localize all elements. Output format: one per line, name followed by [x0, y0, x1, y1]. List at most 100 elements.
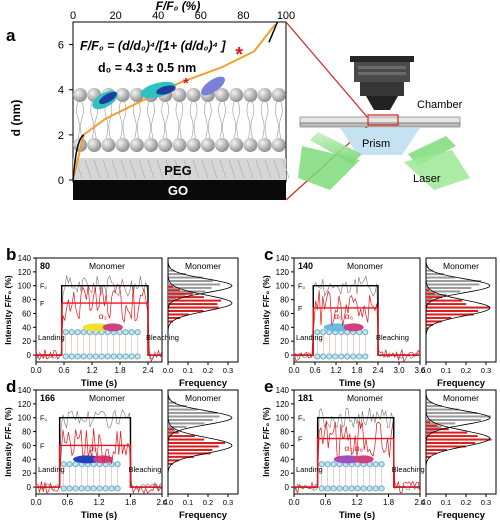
x-tick-label: 0.6 [58, 366, 70, 375]
hist-title: Monomer [185, 261, 221, 271]
hist-tick-label: 0.3 [481, 366, 491, 375]
hist-title: Monomer [443, 261, 479, 271]
hist-bar-f0 [168, 422, 205, 425]
hist-tick-label: 0.1 [441, 498, 451, 507]
hist-bar-f [426, 327, 429, 330]
hist-tick-label: 0.2 [203, 366, 213, 375]
helix-label: α₇ [89, 443, 97, 453]
equation: F/F₀ = (d/d₀)⁴/[1+ (d/d₀)⁴ ] [80, 39, 226, 53]
hist-bar-f [426, 452, 437, 455]
hist-title: Monomer [443, 393, 479, 403]
x-tick-label: 0.0 [30, 498, 42, 507]
panel-d-chart: 0 20 40 60 80 100 120 140 0.0 0.6 1.2 1.8 2.4 Time (s… [3, 386, 239, 521]
f0-marker: F₀ [298, 416, 305, 423]
f0-marker: F₀ [40, 284, 47, 291]
star-marker: * [235, 44, 243, 66]
d0-value: d₀ = 4.3 ± 0.5 nm [98, 61, 196, 75]
gauss-fit-f [425, 390, 491, 494]
hist-bar-f0 [168, 266, 171, 269]
hist-bar-f [168, 303, 218, 306]
hist-bar-f [426, 438, 492, 441]
top-tick-label: 40 [152, 10, 164, 22]
hist-tick-label: 0.0 [163, 366, 173, 375]
hist-bar-f0 [168, 405, 187, 408]
x-tick-label: 3.6 [414, 366, 426, 375]
hist-bar-f [168, 448, 213, 451]
x-tick-label: 2.4 [414, 498, 426, 507]
hist-bar-f [426, 316, 452, 319]
f-step-fit [36, 444, 162, 488]
x-tick-label: 1.2 [351, 498, 363, 507]
hist-bar-f0 [168, 432, 171, 435]
helix-icon [323, 323, 352, 332]
gauss-fit-f [425, 258, 491, 362]
hist-bar-f0 [426, 405, 443, 408]
hist-bar-f0 [168, 425, 187, 428]
membrane-cartoon-icon [62, 323, 141, 360]
hist-bar-f [168, 316, 181, 319]
chamber-label: Chamber [417, 99, 463, 111]
trace-title: Monomer [89, 393, 125, 403]
panel-b-chart: 0 20 40 60 80 100 120 140 0.0 0.6 1.2 1.8 2.4 Time (s… [3, 254, 239, 389]
x-tick-label: 2.4 [372, 366, 384, 375]
y-tick-label: 0 [27, 483, 32, 492]
bleaching-label: Bleaching [146, 333, 179, 342]
x-tick-label: 1.8 [125, 498, 137, 507]
y-tick-label: 80 [22, 296, 31, 305]
helix-label: α₃ [99, 311, 107, 321]
hist-bar-f [426, 424, 438, 427]
hist-bar-f0 [426, 290, 461, 293]
y-tick-label: 0 [285, 483, 290, 492]
y-tick-label: 40 [22, 455, 31, 464]
y-tick-label: 120 [18, 400, 32, 409]
hist-tick-label: 0.0 [421, 498, 431, 507]
top-axis-label: F/F₀ (%) [156, 0, 201, 13]
hist-bar-f [168, 285, 174, 288]
y-tick-label: 120 [276, 268, 290, 277]
residue-number: 140 [298, 261, 313, 271]
f-trace [293, 420, 421, 495]
hist-bar-f [426, 296, 443, 299]
hist-bar-f0 [426, 273, 445, 276]
x-tick-label: 2.4 [142, 366, 154, 375]
go-label: GO [168, 183, 188, 198]
hist-bar-f [426, 455, 431, 458]
y-axis-label: Intensity F/F₀ (%) [3, 407, 13, 477]
x-tick-label: 0.0 [288, 498, 300, 507]
hist-bar-f [168, 428, 174, 431]
membrane-cartoon-icon [318, 455, 385, 492]
hist-bar-f0 [426, 412, 478, 415]
panel-d: d 0 20 40 60 80 100 120 140 0.0 0.6 1.2 1.8 2.4 Time (… [0, 377, 242, 521]
hist-bar-f0 [168, 280, 213, 283]
hist-bar-f [168, 313, 189, 316]
f-marker: F [40, 443, 44, 450]
x-tick-label: 1.8 [383, 498, 395, 507]
y-tick-label: 20 [280, 337, 289, 346]
y-tick-label: 80 [22, 428, 31, 437]
left-tick-label: 6 [58, 40, 64, 52]
f0-trace [35, 409, 163, 491]
hist-bar-f0 [168, 408, 198, 411]
hist-bar-f [168, 320, 173, 323]
residue-number: 80 [40, 261, 50, 271]
microscope-objective-icon [350, 56, 414, 110]
hist-bar-f [426, 323, 434, 326]
y-tick-label: 0 [27, 351, 32, 360]
x-axis-label: Time (s) [339, 378, 375, 389]
panel-label: d [6, 377, 17, 396]
hist-bar-f0 [426, 293, 447, 296]
f-trace [35, 284, 163, 363]
hist-bar-f0 [168, 286, 212, 289]
hist-bar-f0 [426, 401, 433, 404]
hist-bar-f [426, 445, 467, 448]
y-tick-label: 80 [280, 428, 289, 437]
x-tick-label: 1.8 [114, 366, 126, 375]
hist-bar-f0 [426, 408, 459, 411]
laser-label: Laser [413, 173, 441, 185]
top-tick-label: 20 [109, 10, 121, 22]
hist-bar-f [168, 459, 180, 462]
hist-tick-label: 0.3 [223, 366, 233, 375]
hist-bar-f [168, 289, 180, 292]
left-axis: 0 2 4 6 [58, 40, 73, 187]
hist-bar-f0 [168, 283, 221, 286]
